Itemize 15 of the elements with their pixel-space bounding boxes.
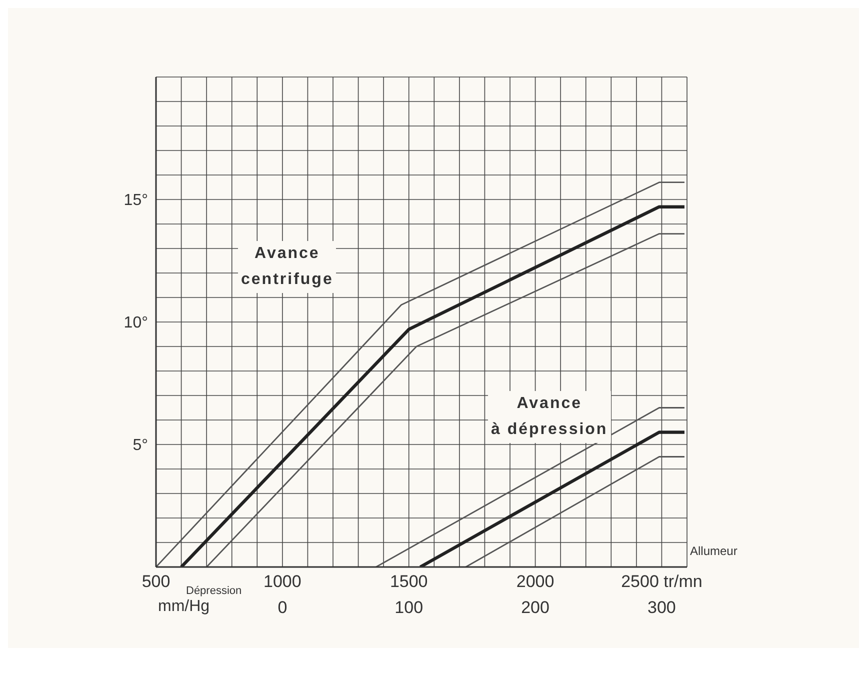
x2-tick-label: 0: [278, 598, 288, 618]
x-tick-label: 1000: [264, 572, 302, 592]
x-tick-label: 1500: [390, 572, 428, 592]
y-tick-label: 15°: [124, 192, 148, 210]
x2-tick-label: 300: [648, 598, 676, 618]
x-axis-title: Allumeur: [690, 544, 738, 558]
x-tick-label: 2500 tr/mn: [621, 572, 702, 592]
annotation: Avance centrifuge: [238, 241, 336, 293]
x-tick-label: 500: [142, 572, 170, 592]
x2-tick-label: 200: [521, 598, 550, 618]
y-tick-label: 10°: [124, 314, 148, 332]
x2-tick-label: 100: [394, 598, 424, 618]
x-tick-label: 2000: [516, 572, 554, 592]
y-tick-label: 5°: [132, 437, 148, 454]
annotation: Avance à dépression: [488, 391, 611, 443]
